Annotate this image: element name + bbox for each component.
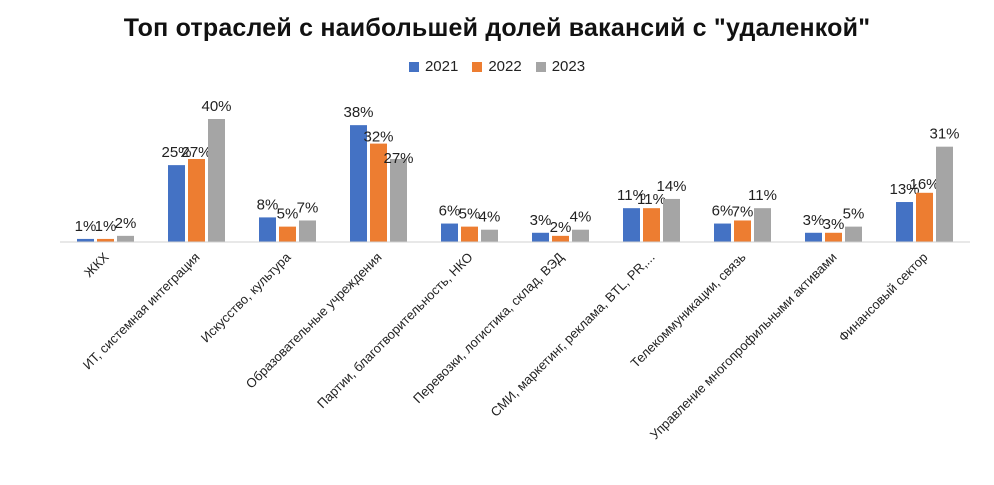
data-label-2023-cat-1: 40% bbox=[201, 98, 231, 115]
data-label-2021-cat-1: 25% bbox=[161, 144, 191, 161]
data-label-2022-cat-8: 3% bbox=[823, 216, 845, 233]
legend-item-2023: 2023 bbox=[535, 58, 586, 75]
data-label-2022-cat-3: 32% bbox=[363, 129, 393, 146]
legend-item-2022: 2022 bbox=[472, 58, 522, 75]
bar-2023-cat-5 bbox=[572, 229, 589, 242]
data-label-2021-cat-3: 38% bbox=[343, 104, 373, 121]
category-label-cat-4: Партии, благотворительность, НКО bbox=[314, 250, 476, 412]
data-label-2023-cat-4: 4% bbox=[479, 209, 501, 226]
data-label-2021-cat-7: 6% bbox=[712, 203, 734, 220]
data-label-2023-cat-8: 5% bbox=[843, 206, 865, 223]
data-label-2021-cat-2: 8% bbox=[257, 196, 279, 213]
bar-2021-cat-5 bbox=[532, 232, 549, 242]
bar-2022-cat-8 bbox=[825, 232, 842, 242]
bar-2023-cat-4 bbox=[481, 229, 498, 242]
bar-2023-cat-1 bbox=[208, 119, 225, 242]
data-label-2021-cat-4: 6% bbox=[439, 203, 461, 220]
data-label-2023-cat-3: 27% bbox=[383, 150, 413, 167]
legend-swatch-2022 bbox=[472, 61, 483, 72]
data-label-2023-cat-2: 7% bbox=[297, 199, 319, 216]
bar-2022-cat-2 bbox=[279, 226, 296, 242]
data-label-2023-cat-9: 31% bbox=[929, 126, 959, 143]
bar-2023-cat-3 bbox=[390, 158, 407, 242]
data-label-2022-cat-4: 5% bbox=[459, 206, 481, 223]
data-label-2021-cat-9: 13% bbox=[889, 181, 919, 198]
data-label-2023-cat-5: 4% bbox=[570, 209, 592, 226]
bar-2021-cat-7 bbox=[714, 223, 731, 242]
bar-2023-cat-6 bbox=[663, 198, 680, 242]
data-label-2023-cat-7: 11% bbox=[748, 187, 777, 204]
chart-title: Топ отраслей с наибольшей долей вакансий… bbox=[123, 14, 871, 42]
bar-2022-cat-4 bbox=[461, 226, 478, 242]
data-label-2022-cat-6: 11% bbox=[637, 191, 666, 208]
bar-2021-cat-9 bbox=[896, 202, 913, 242]
category-label-cat-0: ЖКХ bbox=[81, 249, 112, 280]
legend-label-2021: 2021 bbox=[424, 58, 459, 75]
bar-2023-cat-2 bbox=[299, 220, 316, 242]
bar-2022-cat-0 bbox=[97, 238, 114, 242]
category-label-cat-5: Перевозки, логистика, склад, ВЭД bbox=[410, 249, 567, 406]
category-label-cat-8: Управление многопрофильными активами bbox=[647, 250, 840, 443]
data-label-2021-cat-0: 1% bbox=[75, 218, 97, 235]
category-label-cat-6: СМИ, маркетинг, реклама, BTL, PR,... bbox=[488, 250, 658, 420]
bar-2021-cat-1 bbox=[168, 165, 185, 242]
legend: 2021 2022 2023 bbox=[0, 58, 994, 75]
legend-item-2021: 2021 bbox=[408, 58, 459, 75]
bar-2021-cat-8 bbox=[805, 232, 822, 242]
bar-2021-cat-4 bbox=[441, 223, 458, 242]
legend-swatch-2021 bbox=[408, 61, 419, 72]
bar-2022-cat-6 bbox=[643, 208, 660, 242]
bar-2022-cat-9 bbox=[916, 192, 933, 242]
bar-2023-cat-9 bbox=[936, 146, 953, 242]
data-label-2021-cat-5: 3% bbox=[530, 212, 552, 229]
data-label-2023-cat-6: 14% bbox=[656, 178, 686, 195]
bar-2023-cat-0 bbox=[117, 235, 134, 242]
bar-2022-cat-1 bbox=[188, 158, 205, 242]
category-label-cat-9: Финансовый сектор bbox=[835, 250, 930, 345]
legend-label-2023: 2023 bbox=[551, 58, 586, 75]
data-label-2022-cat-5: 2% bbox=[550, 219, 572, 236]
data-label-2021-cat-8: 3% bbox=[803, 212, 825, 229]
data-label-2022-cat-0: 1% bbox=[95, 218, 117, 235]
bar-2022-cat-7 bbox=[734, 220, 751, 242]
bar-2021-cat-2 bbox=[259, 217, 276, 242]
bar-2022-cat-3 bbox=[370, 143, 387, 242]
legend-label-2022: 2022 bbox=[488, 58, 522, 75]
bar-2023-cat-7 bbox=[754, 208, 771, 242]
data-label-2022-cat-1: 27% bbox=[181, 144, 211, 161]
bar-2021-cat-6 bbox=[623, 208, 640, 242]
data-label-2022-cat-9: 16% bbox=[909, 176, 939, 193]
legend-swatch-2023 bbox=[535, 61, 546, 72]
bar-2022-cat-5 bbox=[552, 235, 569, 242]
bar-2021-cat-3 bbox=[350, 125, 367, 242]
bar-2023-cat-8 bbox=[845, 226, 862, 242]
data-label-2021-cat-6: 11% bbox=[617, 187, 646, 204]
data-label-2022-cat-2: 5% bbox=[277, 206, 299, 223]
bar-2021-cat-0 bbox=[77, 238, 94, 242]
data-label-2023-cat-0: 2% bbox=[115, 215, 137, 232]
data-label-2022-cat-7: 7% bbox=[732, 203, 754, 220]
category-label-cat-2: Искусство, культура bbox=[198, 249, 294, 345]
